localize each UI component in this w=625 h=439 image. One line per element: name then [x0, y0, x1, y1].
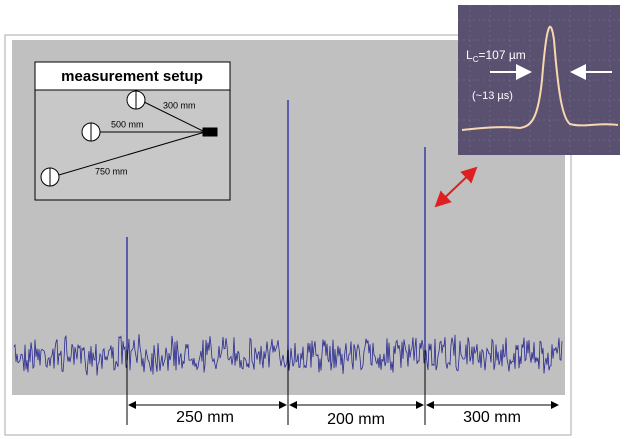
setup-header: [34, 61, 231, 91]
zoom-pulse: [461, 25, 619, 131]
distance-label: 300 mm: [163, 100, 196, 110]
span-label: 200 mm: [327, 411, 385, 428]
span-label: 250 mm: [176, 409, 234, 426]
duration: (~13 µs): [472, 90, 513, 102]
setup-drawing: [40, 90, 218, 187]
coherence-length: LC=107 µm: [466, 48, 526, 64]
distance-label: 500 mm: [111, 119, 144, 129]
zoom-grid: [458, 5, 620, 155]
setup-title: measurement setup: [61, 68, 203, 85]
distance-label: 750 mm: [95, 166, 128, 176]
span-label: 300 mm: [463, 409, 521, 426]
zoom-pointer: [434, 166, 478, 208]
dimensions: [126, 350, 559, 425]
